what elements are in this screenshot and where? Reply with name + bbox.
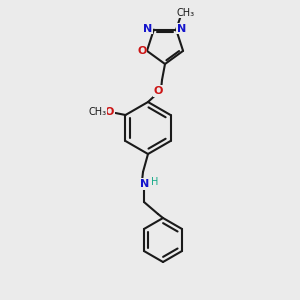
Text: CH₃: CH₃ — [88, 107, 106, 117]
Text: H: H — [151, 177, 159, 187]
Text: O: O — [137, 46, 147, 56]
Text: CH₃: CH₃ — [176, 8, 194, 18]
Text: O: O — [153, 86, 163, 96]
Text: N: N — [176, 24, 186, 34]
Text: N: N — [140, 179, 150, 189]
Text: N: N — [143, 24, 152, 34]
Text: O: O — [105, 107, 114, 117]
